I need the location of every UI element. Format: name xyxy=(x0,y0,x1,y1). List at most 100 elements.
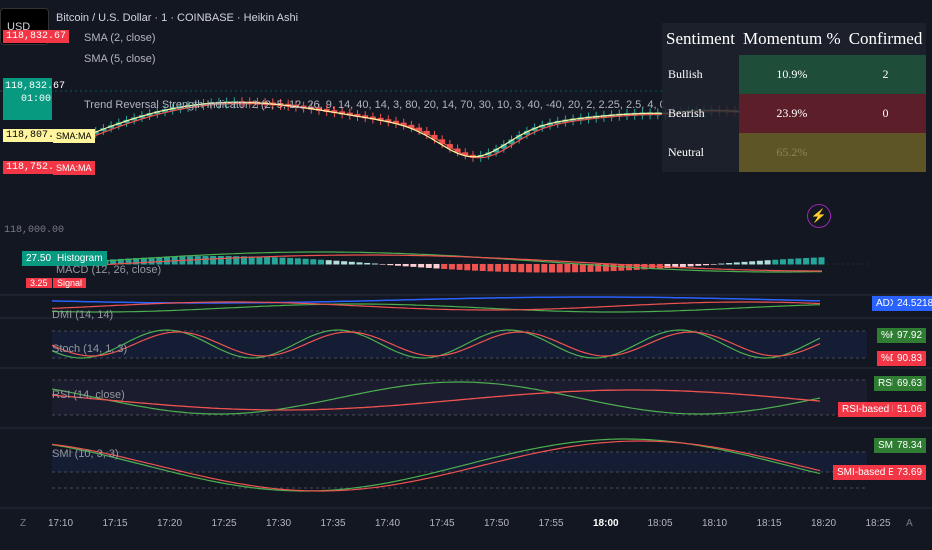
rsi-ma-value: 51.06 xyxy=(893,402,927,417)
macd-histogram-bar xyxy=(472,264,478,271)
rsi-band xyxy=(52,380,867,415)
stoch-label[interactable]: Stoch (14, 1, 3) xyxy=(52,343,128,355)
macd-label[interactable]: MACD (12, 26, close) xyxy=(56,264,162,276)
macd-histogram-bar xyxy=(641,264,648,270)
macd-histogram-bar xyxy=(741,261,748,265)
macd-histogram-bar xyxy=(418,264,425,268)
label-bearish: Bearish xyxy=(662,94,739,133)
adx-value: 24.5218 xyxy=(893,296,932,311)
rsi-value: 69.63 xyxy=(893,376,927,391)
macd-histogram-bar xyxy=(148,257,155,265)
smi-ema-line xyxy=(51,440,821,492)
timezone-button[interactable]: Z xyxy=(20,518,27,529)
macd-histogram-bar xyxy=(456,264,463,270)
smi-ema-value: 73.69 xyxy=(893,465,927,480)
macd-histogram-bar xyxy=(333,260,340,265)
time-tick: 17:50 xyxy=(484,518,510,529)
sma-fast-tag: SMA:MA xyxy=(53,129,95,143)
candle-body xyxy=(500,144,507,149)
macd-histogram-bar xyxy=(210,256,217,265)
legend-sma5[interactable]: SMA (5, close) xyxy=(84,53,156,65)
macd-histogram-bar xyxy=(572,264,579,273)
row-bearish: Bearish 23.9% 0 xyxy=(662,94,927,133)
histogram-tag: Histogram xyxy=(53,251,107,266)
macd-histogram-bar xyxy=(703,264,709,266)
macd-histogram-bar xyxy=(764,260,771,265)
smi-label[interactable]: SMI (10, 3, 3) xyxy=(52,448,119,460)
macd-histogram-bar xyxy=(202,256,209,265)
time-tick: 18:20 xyxy=(811,518,837,529)
macd-histogram-bar xyxy=(271,257,278,265)
di-plus-line xyxy=(51,303,821,313)
header-sentiment: Sentiment xyxy=(662,23,739,55)
macd-histogram-bar xyxy=(695,264,702,266)
candle-body xyxy=(339,111,346,115)
confirmed-bullish: 2 xyxy=(844,55,927,94)
macd-histogram-bar xyxy=(479,264,486,272)
macd-histogram-bar xyxy=(402,264,409,267)
time-tick: 17:30 xyxy=(266,518,292,529)
macd-histogram-bar xyxy=(518,264,525,273)
macd-histogram-bar xyxy=(264,256,271,265)
macd-histogram-bar xyxy=(110,259,117,265)
time-tick: 17:20 xyxy=(157,518,183,529)
candle-body xyxy=(346,112,353,116)
candle-body xyxy=(523,130,530,135)
time-tick: 17:10 xyxy=(48,518,74,529)
macd-histogram-bar xyxy=(672,264,679,268)
time-tick: 17:40 xyxy=(375,518,401,529)
d-value: 90.83 xyxy=(893,351,927,366)
macd-histogram-bar xyxy=(579,264,586,273)
macd-histogram-bar xyxy=(749,261,756,265)
stoch-band xyxy=(52,331,867,358)
macd-histogram-bar xyxy=(325,260,332,265)
rsi-tag: RSI xyxy=(874,376,899,391)
macd-histogram-bar xyxy=(410,264,417,267)
macd-histogram-bar xyxy=(302,258,309,265)
candle-body xyxy=(400,122,407,126)
time-tick: 17:55 xyxy=(538,518,564,529)
macd-histogram-bar xyxy=(549,264,555,273)
macd-histogram-bar xyxy=(448,264,455,270)
alert-bolt-icon[interactable]: ⚡ xyxy=(807,204,831,228)
macd-histogram-bar xyxy=(117,258,124,265)
macd-histogram-bar xyxy=(310,259,317,265)
label-bullish: Bullish xyxy=(662,55,739,94)
macd-histogram-bar xyxy=(587,264,594,272)
rsi-label[interactable]: RSI (14, close) xyxy=(52,389,125,401)
macd-histogram-bar xyxy=(140,257,147,265)
candle-body xyxy=(408,124,415,128)
momentum-bullish: 10.9% xyxy=(738,55,845,94)
last-price-box: 118,832.67 01:00 xyxy=(3,78,66,120)
sma-slow-tag: SMA:MA xyxy=(53,161,95,175)
macd-histogram-bar xyxy=(803,257,810,265)
macd-histogram-bar xyxy=(618,264,625,271)
sentiment-table: Sentiment Momentum % Confirmed Bullish 1… xyxy=(662,23,927,172)
countdown: 01:00 xyxy=(21,94,52,105)
macd-histogram-bar xyxy=(718,263,725,265)
histogram-value: 27.50 xyxy=(22,251,56,266)
label-neutral: Neutral xyxy=(662,133,739,172)
legend-sma2[interactable]: SMA (2, close) xyxy=(84,32,156,44)
candle-body xyxy=(323,108,330,112)
macd-histogram-bar xyxy=(595,264,602,272)
candle-body xyxy=(369,116,376,120)
macd-histogram-bar xyxy=(610,264,617,272)
candle-body xyxy=(439,139,446,145)
macd-histogram-bar xyxy=(248,256,255,265)
macd-histogram-bar xyxy=(395,264,401,266)
smi-value: 78.34 xyxy=(893,438,927,453)
last-price: 118,832.67 xyxy=(5,81,66,92)
macd-histogram-bar xyxy=(525,264,532,273)
macd-histogram-bar xyxy=(541,264,548,273)
macd-histogram-bar xyxy=(156,257,163,265)
macd-histogram-bar xyxy=(318,259,324,265)
rsi-ma-line xyxy=(51,389,821,411)
price-tag-sma-slow: 118,752.07 xyxy=(3,161,70,174)
auto-scale-button[interactable]: A xyxy=(906,518,913,529)
rsi-ma-tag: RSI-based MA xyxy=(838,402,912,417)
legend-trend-reversal[interactable]: Trend Reversal Strength Indicator 2 (2, … xyxy=(84,99,664,111)
macd-histogram-bar xyxy=(464,264,471,271)
momentum-neutral: 65.2% xyxy=(738,133,845,172)
dmi-label[interactable]: DMI (14, 14) xyxy=(52,309,114,321)
